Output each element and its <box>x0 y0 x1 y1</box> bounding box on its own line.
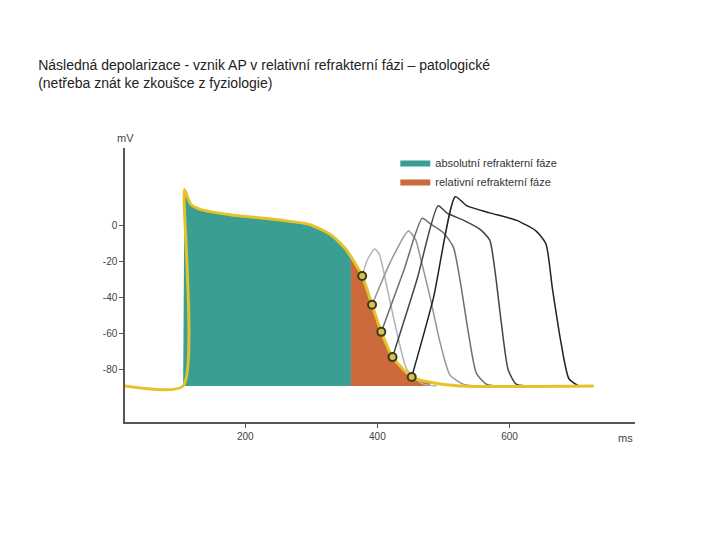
svg-text:-80: -80 <box>103 364 118 375</box>
svg-text:ms: ms <box>618 432 633 444</box>
svg-text:200: 200 <box>237 431 254 442</box>
svg-text:relativní refrakterní fáze: relativní refrakterní fáze <box>435 176 551 188</box>
svg-text:absolutní refrakterní fáze: absolutní refrakterní fáze <box>435 157 557 169</box>
svg-text:0: 0 <box>112 220 118 231</box>
svg-text:-20: -20 <box>103 256 118 267</box>
svg-text:-60: -60 <box>103 328 118 339</box>
svg-text:Následná depolarizace - vznik: Následná depolarizace - vznik AP v relat… <box>38 57 490 91</box>
svg-text:mV: mV <box>117 132 134 144</box>
svg-text:600: 600 <box>501 431 518 442</box>
svg-text:400: 400 <box>369 431 386 442</box>
svg-text:-40: -40 <box>103 292 118 303</box>
